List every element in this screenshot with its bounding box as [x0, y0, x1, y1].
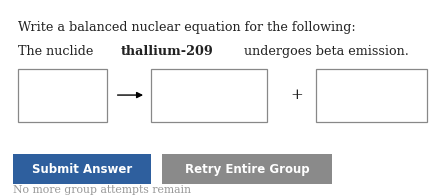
Text: The nuclide: The nuclide	[18, 45, 97, 58]
FancyBboxPatch shape	[162, 154, 332, 184]
Text: undergoes beta emission.: undergoes beta emission.	[240, 45, 409, 58]
Text: +: +	[290, 88, 303, 102]
FancyBboxPatch shape	[151, 69, 267, 122]
Text: Submit Answer: Submit Answer	[32, 162, 133, 176]
FancyBboxPatch shape	[316, 69, 427, 122]
FancyBboxPatch shape	[18, 69, 107, 122]
Text: No more group attempts remain: No more group attempts remain	[13, 185, 191, 195]
Text: Write a balanced nuclear equation for the following:: Write a balanced nuclear equation for th…	[18, 21, 356, 34]
Text: thallium-209: thallium-209	[120, 45, 213, 58]
FancyBboxPatch shape	[13, 154, 151, 184]
Text: Retry Entire Group: Retry Entire Group	[185, 162, 309, 176]
